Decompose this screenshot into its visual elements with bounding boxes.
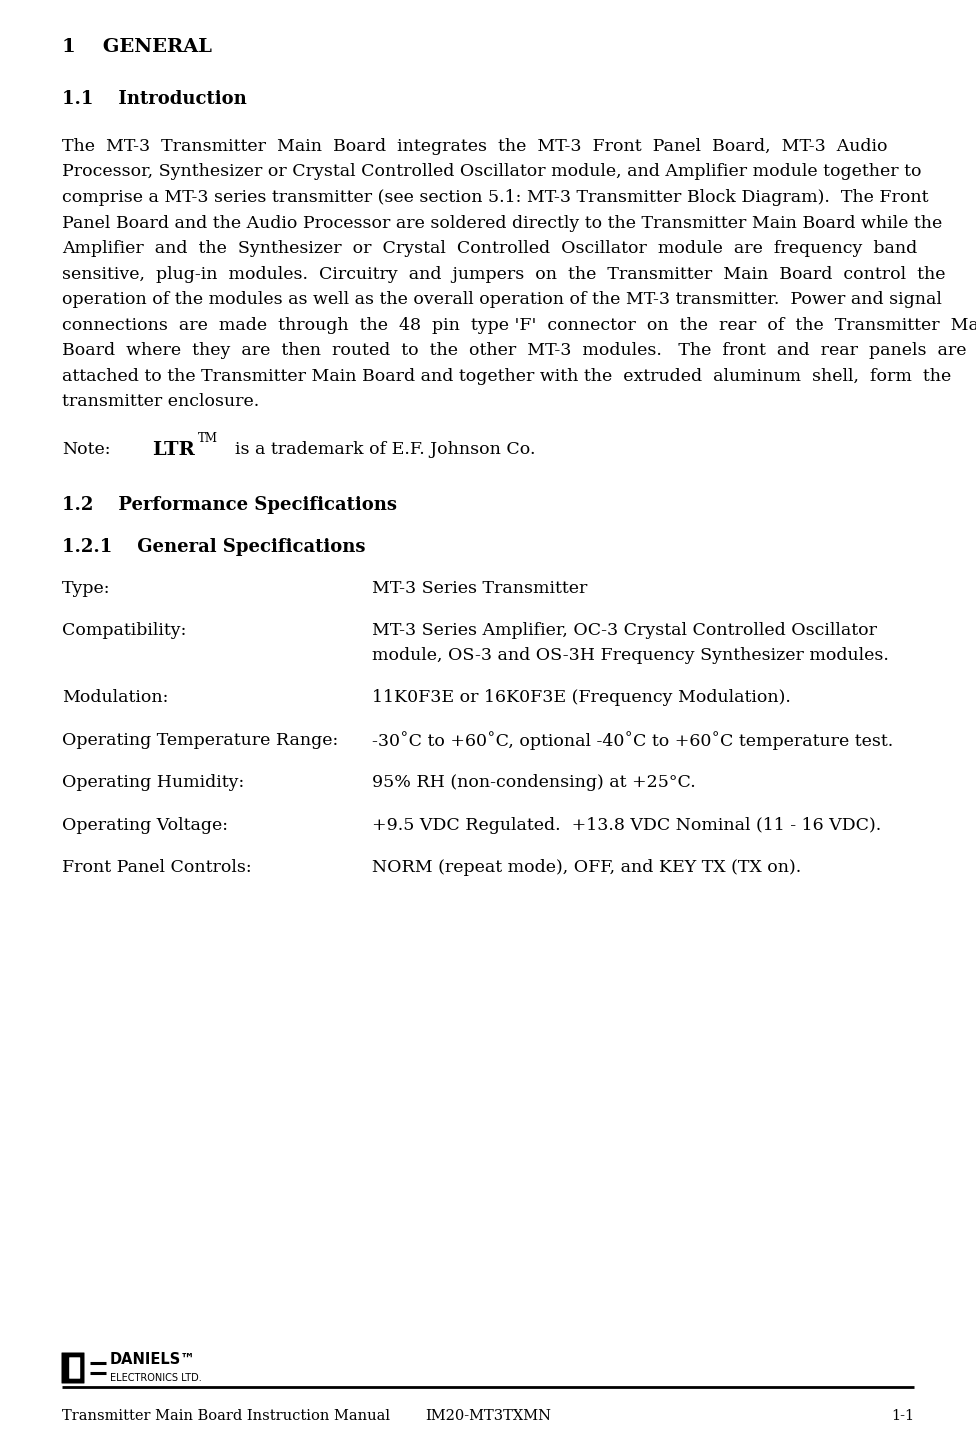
Text: NORM (repeat mode), OFF, and KEY TX (TX on).: NORM (repeat mode), OFF, and KEY TX (TX … [372, 859, 801, 875]
Text: -30˚C to +60˚C, optional -40˚C to +60˚C temperature test.: -30˚C to +60˚C, optional -40˚C to +60˚C … [372, 731, 893, 750]
Text: Compatibility:: Compatibility: [62, 622, 186, 638]
Text: 1    GENERAL: 1 GENERAL [62, 38, 212, 57]
Text: module, OS-3 and OS-3H Frequency Synthesizer modules.: module, OS-3 and OS-3H Frequency Synthes… [372, 647, 889, 663]
Text: Processor, Synthesizer or Crystal Controlled Oscillator module, and Amplifier mo: Processor, Synthesizer or Crystal Contro… [62, 163, 921, 180]
Text: Note:: Note: [62, 441, 110, 458]
Text: IM20-MT3TXMN: IM20-MT3TXMN [425, 1409, 551, 1423]
Text: +9.5 VDC Regulated.  +13.8 VDC Nominal (11 - 16 VDC).: +9.5 VDC Regulated. +13.8 VDC Nominal (1… [372, 817, 881, 833]
Text: ELECTRONICS LTD.: ELECTRONICS LTD. [110, 1374, 202, 1383]
FancyBboxPatch shape [61, 1352, 85, 1384]
Text: TM: TM [198, 432, 218, 445]
Text: connections  are  made  through  the  48  pin  type 'F'  connector  on  the  rea: connections are made through the 48 pin … [62, 317, 976, 333]
Text: 1.2    Performance Specifications: 1.2 Performance Specifications [62, 496, 397, 513]
Text: transmitter enclosure.: transmitter enclosure. [62, 393, 260, 410]
FancyBboxPatch shape [69, 1357, 80, 1378]
Text: comprise a MT-3 series transmitter (see section 5.1: MT-3 Transmitter Block Diag: comprise a MT-3 series transmitter (see … [62, 189, 928, 206]
Text: operation of the modules as well as the overall operation of the MT-3 transmitte: operation of the modules as well as the … [62, 291, 942, 308]
Text: 95% RH (non-condensing) at +25°C.: 95% RH (non-condensing) at +25°C. [372, 774, 696, 791]
Text: MT-3 Series Transmitter: MT-3 Series Transmitter [372, 580, 588, 596]
Text: LTR: LTR [152, 441, 195, 458]
Text: Amplifier  and  the  Synthesizer  or  Crystal  Controlled  Oscillator  module  a: Amplifier and the Synthesizer or Crystal… [62, 240, 917, 257]
Text: sensitive,  plug-in  modules.  Circuitry  and  jumpers  on  the  Transmitter  Ma: sensitive, plug-in modules. Circuitry an… [62, 266, 946, 282]
Text: attached to the Transmitter Main Board and together with the  extruded  aluminum: attached to the Transmitter Main Board a… [62, 368, 952, 384]
Text: Type:: Type: [62, 580, 110, 596]
Text: Front Panel Controls:: Front Panel Controls: [62, 859, 252, 875]
Text: Operating Voltage:: Operating Voltage: [62, 817, 228, 833]
Text: Transmitter Main Board Instruction Manual: Transmitter Main Board Instruction Manua… [62, 1409, 390, 1423]
Text: DANIELS™: DANIELS™ [110, 1352, 196, 1367]
Text: 1.2.1    General Specifications: 1.2.1 General Specifications [62, 538, 365, 555]
Text: 1-1: 1-1 [891, 1409, 914, 1423]
Text: Board  where  they  are  then  routed  to  the  other  MT-3  modules.   The  fro: Board where they are then routed to the … [62, 342, 966, 359]
Text: 1.1    Introduction: 1.1 Introduction [62, 90, 247, 108]
Text: MT-3 Series Amplifier, OC-3 Crystal Controlled Oscillator: MT-3 Series Amplifier, OC-3 Crystal Cont… [372, 622, 877, 638]
Text: The  MT-3  Transmitter  Main  Board  integrates  the  MT-3  Front  Panel  Board,: The MT-3 Transmitter Main Board integrat… [62, 138, 887, 156]
Text: Panel Board and the Audio Processor are soldered directly to the Transmitter Mai: Panel Board and the Audio Processor are … [62, 215, 942, 231]
Text: Operating Humidity:: Operating Humidity: [62, 774, 244, 791]
Text: Modulation:: Modulation: [62, 689, 169, 707]
Text: Operating Temperature Range:: Operating Temperature Range: [62, 731, 339, 749]
Text: 11K0F3E or 16K0F3E (Frequency Modulation).: 11K0F3E or 16K0F3E (Frequency Modulation… [372, 689, 791, 707]
Text: is a trademark of E.F. Johnson Co.: is a trademark of E.F. Johnson Co. [224, 441, 536, 458]
